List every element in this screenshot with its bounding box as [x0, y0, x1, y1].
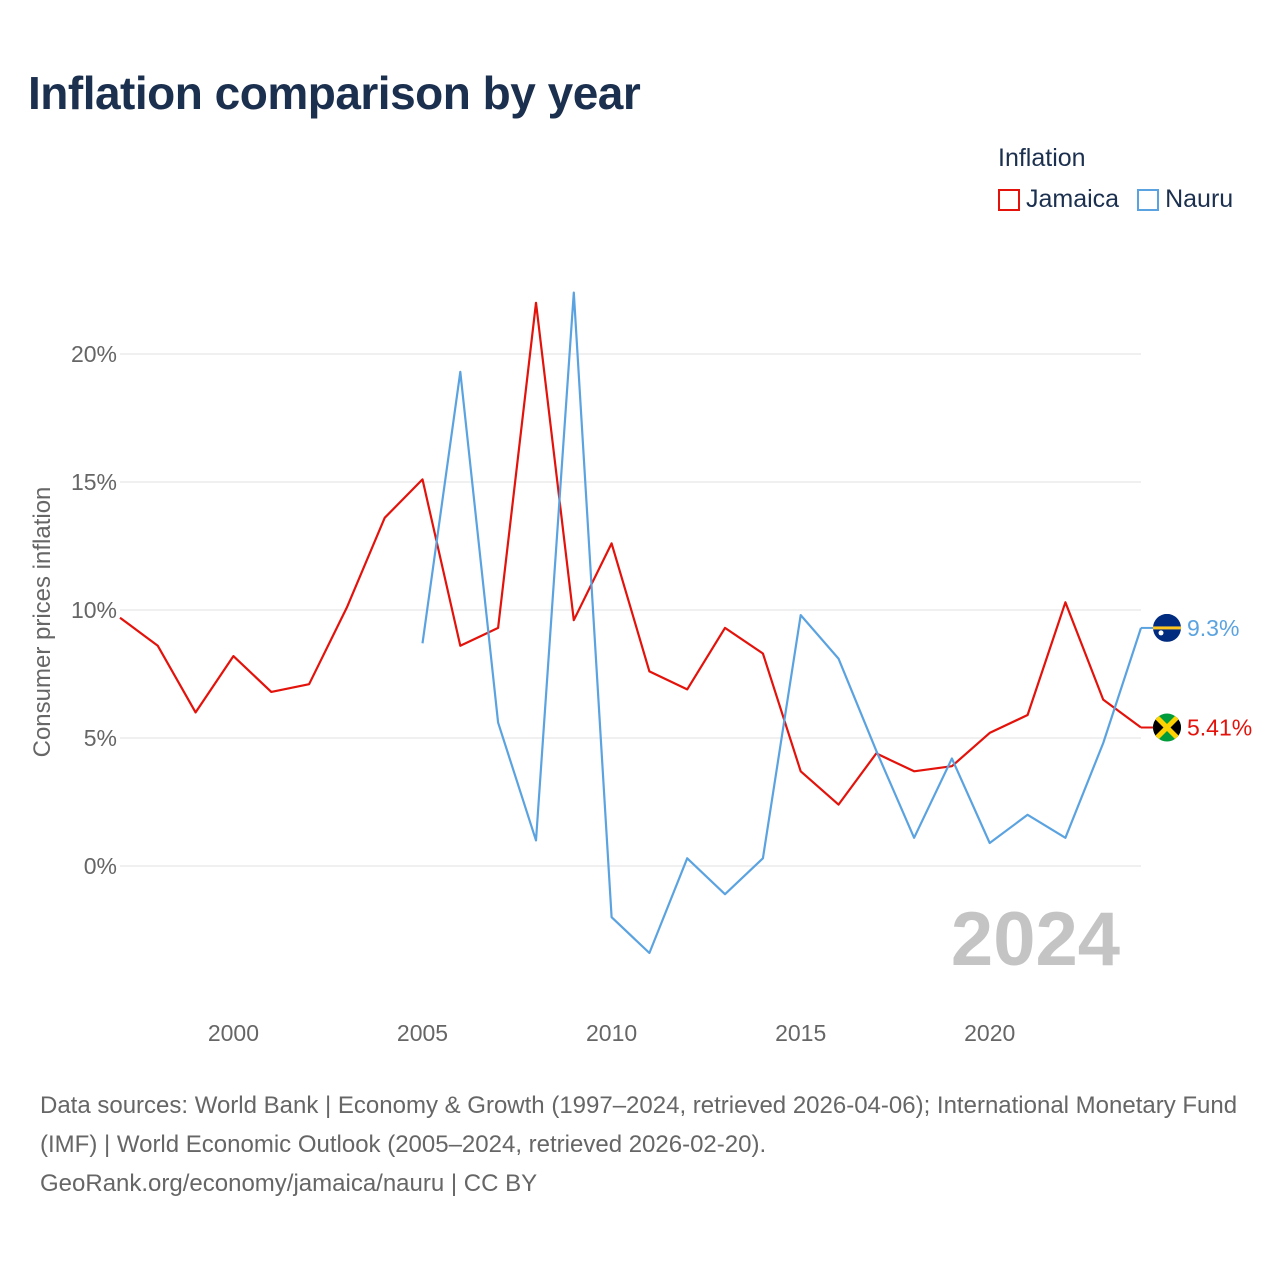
legend-label-nauru: Nauru — [1165, 185, 1234, 213]
jamaica-flag-icon — [1153, 713, 1181, 742]
line-chart: 0% 5% 10% 15% 20% 2000 2005 2010 2015 2020 Consu… — [29, 291, 1252, 1046]
x-tick-label: 2005 — [397, 1020, 448, 1046]
end-label-nauru: 9.3% — [1187, 615, 1239, 641]
legend-item-jamaica[interactable]: Jamaica — [998, 185, 1119, 214]
x-tick-label: 2020 — [964, 1020, 1015, 1046]
y-tick-label: 15% — [71, 469, 117, 495]
legend: Jamaica Nauru — [998, 185, 1251, 214]
series-lines — [119, 291, 1153, 955]
sources-link[interactable]: GeoRank.org/economy/jamaica/nauru | CC B… — [40, 1170, 538, 1197]
legend-swatch-jamaica — [998, 188, 1020, 211]
y-axis-ticks: 0% 5% 10% 15% 20% — [71, 341, 117, 879]
y-tick-label: 20% — [71, 341, 117, 367]
end-label-jamaica: 5.41% — [1187, 715, 1252, 741]
x-tick-label: 2010 — [586, 1020, 637, 1046]
chart-title: Inflation comparison by year — [28, 67, 641, 119]
y-axis-label: Consumer prices inflation — [29, 487, 56, 758]
series-line-jamaica[interactable] — [119, 301, 1142, 806]
legend-title: Inflation — [998, 144, 1086, 172]
legend-item-nauru[interactable]: Nauru — [1137, 185, 1233, 214]
x-tick-label: 2000 — [208, 1020, 259, 1046]
y-tick-label: 5% — [84, 725, 117, 751]
data-sources: Data sources: World Bank | Economy & Gro… — [40, 1086, 1240, 1203]
sources-text: Data sources: World Bank | Economy & Gro… — [40, 1092, 1238, 1158]
x-tick-label: 2015 — [775, 1020, 826, 1046]
nauru-flag-icon — [1153, 613, 1181, 642]
year-watermark: 2024 — [951, 897, 1120, 982]
y-tick-label: 0% — [84, 853, 117, 879]
y-tick-label: 10% — [71, 597, 117, 623]
legend-label-jamaica: Jamaica — [1026, 185, 1120, 213]
series-line-nauru[interactable] — [421, 291, 1143, 955]
legend-swatch-nauru — [1137, 188, 1160, 211]
x-axis-ticks: 2000 2005 2010 2015 2020 — [208, 1020, 1015, 1046]
